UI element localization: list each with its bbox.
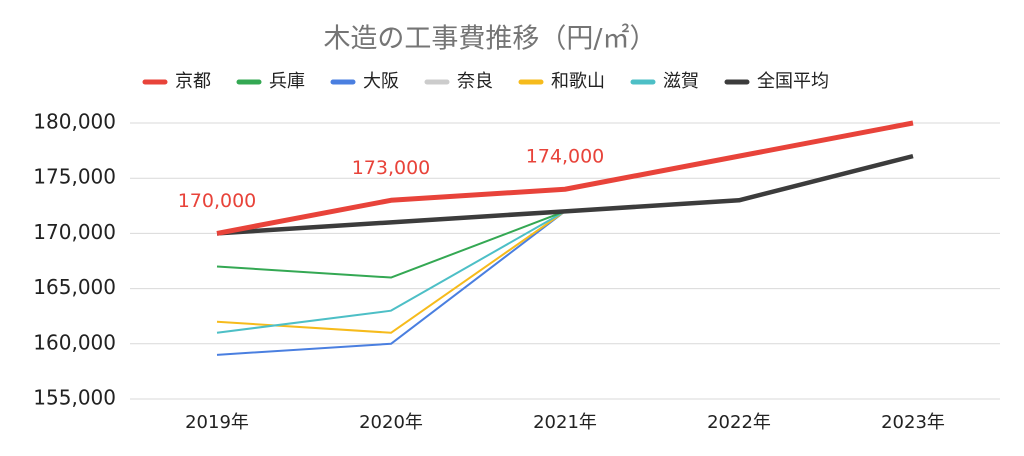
y-tick-label: 180,000	[33, 110, 116, 134]
x-tick-label: 2020年	[359, 412, 423, 433]
legend-label: 滋賀	[663, 71, 699, 92]
series-line	[216, 120, 914, 236]
series-line	[216, 210, 566, 334]
legend-label: 兵庫	[269, 71, 305, 92]
legend-label: 大阪	[363, 71, 399, 92]
data-label: 173,000	[352, 157, 431, 179]
data-label: 170,000	[178, 190, 257, 212]
y-tick-label: 165,000	[33, 275, 116, 299]
chart-title: 木造の工事費推移（円/㎡）	[323, 24, 656, 55]
y-tick-label: 170,000	[33, 220, 116, 244]
x-tick-label: 2021年	[533, 412, 597, 433]
series-line	[216, 210, 566, 356]
legend-label: 和歌山	[551, 71, 605, 92]
x-tick-label: 2019年	[185, 412, 249, 433]
y-tick-label: 175,000	[33, 165, 116, 189]
y-tick-label: 155,000	[33, 386, 116, 410]
series-line	[216, 210, 566, 279]
legend-label: 京都	[175, 71, 211, 92]
data-label: 174,000	[526, 146, 605, 168]
legend-label: 全国平均	[757, 71, 829, 92]
y-tick-label: 160,000	[33, 330, 116, 354]
legend-label: 奈良	[457, 71, 493, 92]
series-line	[216, 153, 914, 236]
x-tick-label: 2022年	[707, 412, 771, 433]
x-tick-label: 2023年	[881, 412, 945, 433]
